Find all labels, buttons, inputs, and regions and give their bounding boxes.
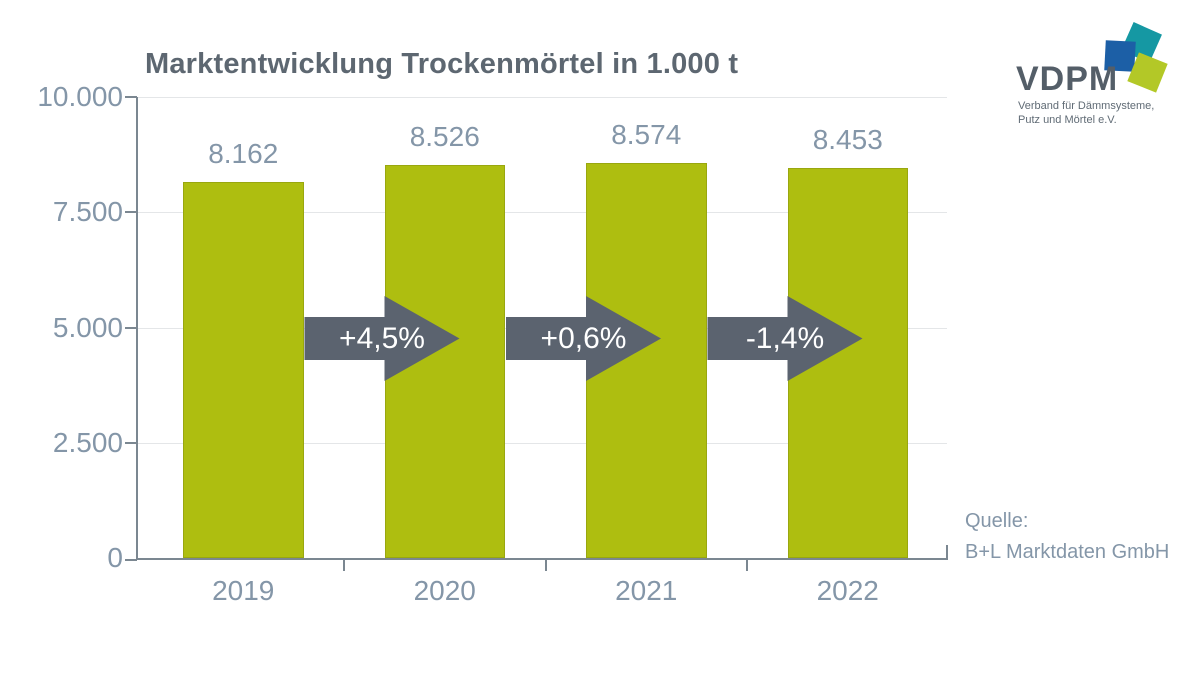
bar-2022	[787, 168, 908, 558]
bar-value-label-2021: 8.574	[611, 118, 682, 150]
y-axis-label-7500: 7.500	[52, 196, 123, 227]
y-tick-5000	[125, 327, 137, 329]
x-tick-0	[343, 558, 345, 571]
source-label: Quelle:	[965, 510, 1029, 532]
x-tick-1	[544, 558, 547, 571]
x-axis-label-2020: 2020	[413, 575, 476, 606]
logo-wordmark: VDPM	[1016, 60, 1119, 98]
y-axis-label-10000: 10.000	[37, 81, 123, 112]
gridline-2500	[137, 443, 947, 444]
bar-value-label-2020: 8.526	[409, 120, 480, 152]
chart-title: Marktentwicklung Trockenmörtel in 1.000 …	[145, 48, 739, 80]
change-arrow-label-2: -1,4%	[745, 321, 825, 355]
bar-2019	[183, 181, 304, 558]
y-tick-10000	[125, 96, 137, 98]
change-arrow-label-1: +0,6%	[540, 321, 627, 355]
y-axis-label-5000: 5.000	[52, 312, 123, 343]
x-tick-2	[746, 558, 748, 571]
y-tick-2500	[125, 442, 137, 444]
y-axis-label-0: 0	[107, 542, 123, 573]
bar-2021	[586, 162, 707, 558]
x-axis-label-2019: 2019	[212, 575, 275, 606]
bar-2020	[384, 164, 505, 558]
x-axis-label-2021: 2021	[615, 575, 678, 606]
y-axis-line	[136, 97, 138, 560]
logo-subtitle-line2: Putz und Mörtel e.V.	[1018, 114, 1117, 126]
x-axis-end-tick	[946, 545, 948, 558]
source-note: Quelle: B+L Marktdaten GmbH	[965, 506, 1169, 568]
y-tick-0	[125, 559, 137, 561]
y-axis-label-2500: 2.500	[52, 427, 123, 458]
x-axis-line	[136, 558, 948, 560]
bar-value-label-2019: 8.162	[208, 137, 279, 169]
y-tick-7500	[125, 211, 137, 213]
logo-subtitle-line1: Verband für Dämmsysteme,	[1018, 100, 1155, 112]
x-axis-label-2022: 2022	[816, 575, 879, 606]
bar-value-label-2022: 8.453	[812, 124, 883, 156]
gridline-10000	[137, 97, 947, 98]
gridline-7500	[137, 212, 947, 213]
source-name: B+L Marktdaten GmbH	[965, 541, 1170, 563]
change-arrow-label-0: +4,5%	[339, 321, 425, 355]
